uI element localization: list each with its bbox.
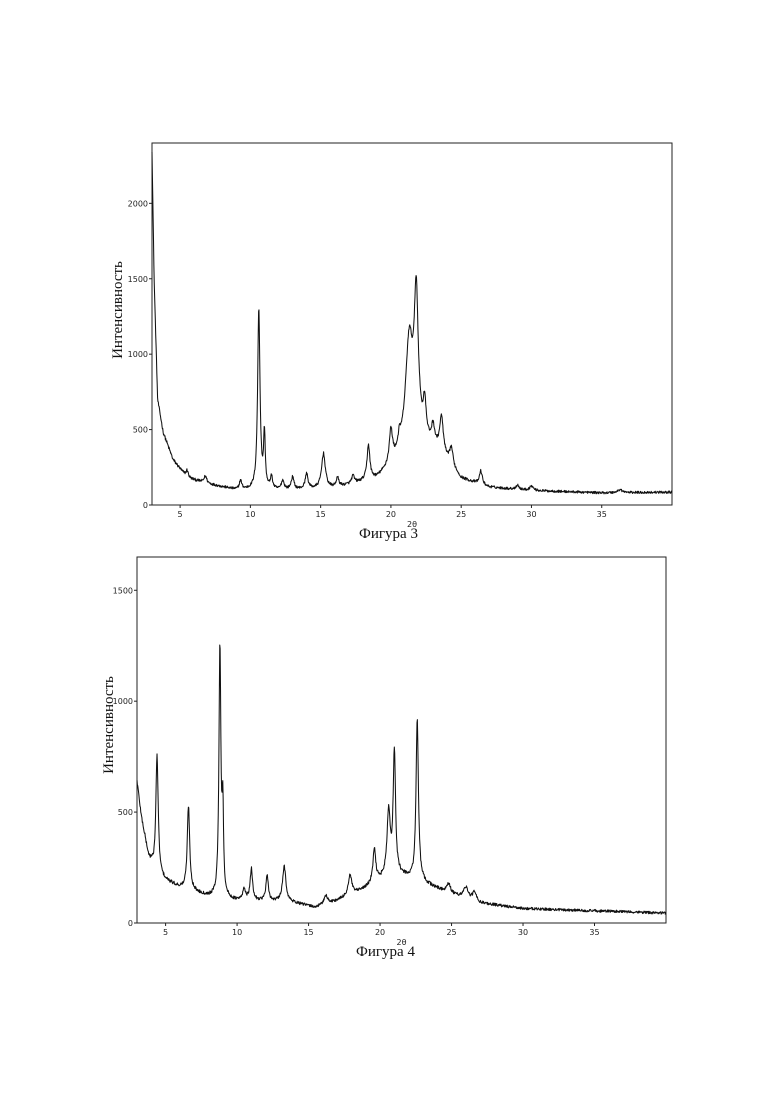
x-tick-label: 30 xyxy=(526,510,536,519)
x-tick-label: 15 xyxy=(303,928,313,937)
figure-3: 510152025303505001000150020002θИнтенсивн… xyxy=(0,140,780,550)
x-tick-label: 10 xyxy=(245,510,255,519)
diffraction-trace xyxy=(137,645,666,914)
y-axis-label: Интенсивность xyxy=(110,261,126,359)
plot-area-frame xyxy=(152,143,672,505)
figure-caption: Фигура 3 xyxy=(359,526,418,543)
x-tick-label: 20 xyxy=(386,510,396,519)
x-tick-label: 15 xyxy=(316,510,326,519)
figure-caption: Фигура 4 xyxy=(356,944,415,961)
chart-figure-4: 51015202530350500100015002θИнтенсивность xyxy=(0,555,780,970)
x-tick-label: 30 xyxy=(518,928,528,937)
y-tick-label: 500 xyxy=(133,426,148,435)
y-tick-label: 1500 xyxy=(113,586,133,595)
y-tick-label: 2000 xyxy=(128,199,148,208)
y-tick-label: 0 xyxy=(128,919,133,928)
y-tick-label: 1500 xyxy=(128,275,148,284)
x-tick-label: 10 xyxy=(232,928,242,937)
x-tick-label: 25 xyxy=(446,928,456,937)
y-tick-label: 1000 xyxy=(128,350,148,359)
y-tick-label: 0 xyxy=(143,501,148,510)
x-tick-label: 20 xyxy=(375,928,385,937)
figure-4: 51015202530350500100015002θИнтенсивность… xyxy=(0,555,780,970)
x-tick-label: 25 xyxy=(456,510,466,519)
x-tick-label: 35 xyxy=(597,510,607,519)
y-tick-label: 500 xyxy=(118,808,133,817)
x-tick-label: 35 xyxy=(589,928,599,937)
y-axis-label: Интенсивность xyxy=(101,676,117,774)
chart-figure-3: 510152025303505001000150020002θИнтенсивн… xyxy=(0,140,780,550)
x-tick-label: 5 xyxy=(178,510,183,519)
diffraction-trace xyxy=(152,152,672,494)
x-tick-label: 5 xyxy=(163,928,168,937)
